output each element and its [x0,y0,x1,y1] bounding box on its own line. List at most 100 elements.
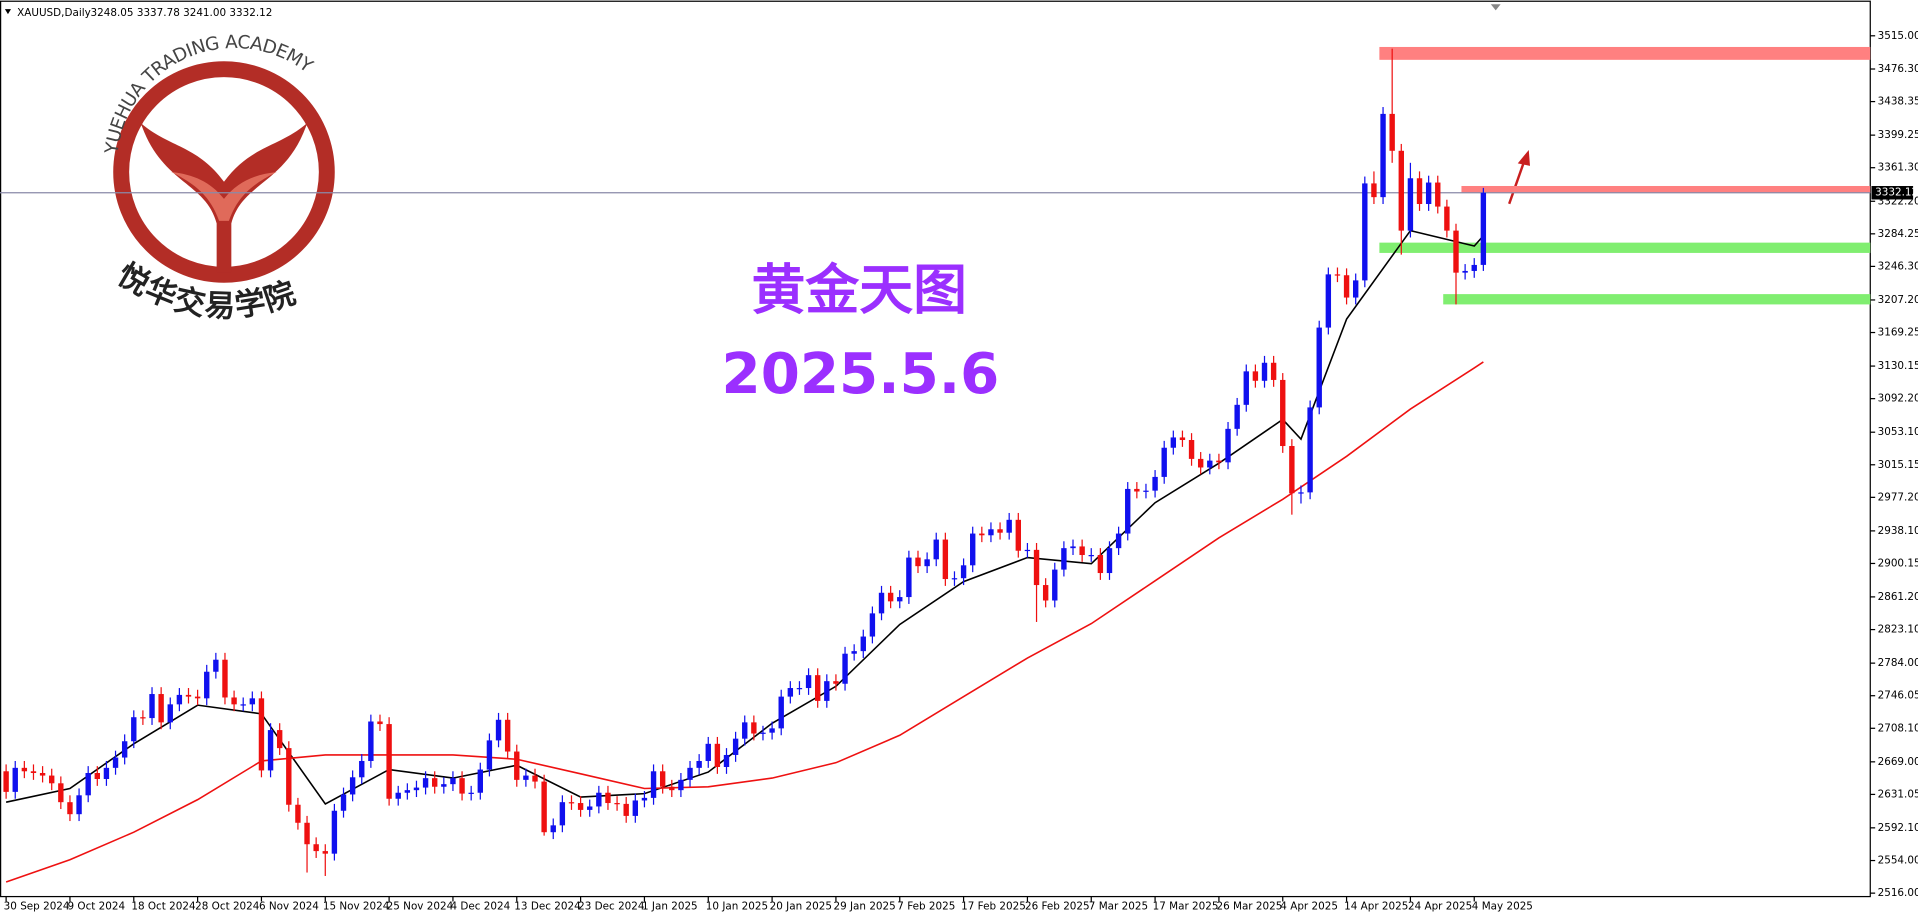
candle-body [997,529,1003,533]
candle-body [1106,548,1113,574]
x-tick-label: 28 Oct 2024 [195,900,260,912]
candle-body [231,697,237,705]
candle-body [441,784,447,787]
candle-body [851,651,857,654]
candle-body [1188,440,1195,459]
candle-body [1371,183,1377,198]
candle-body [1298,492,1304,494]
candle-body [1362,183,1368,281]
candle-body [577,803,584,810]
candle-body [1015,519,1021,551]
y-tick-label: 3130.15 [1878,360,1918,372]
candle-body [1353,280,1359,298]
logo-ring [113,61,335,283]
y-tick-label: 2861.20 [1878,591,1918,603]
candle-body [942,539,949,580]
candle-body [824,681,830,701]
chart-title: 黄金天图 [752,257,967,321]
x-tick-label: 29 Jan 2025 [833,900,895,912]
level-zone [1461,185,1871,193]
y-tick-label: 3399.25 [1878,129,1918,141]
candle-body [85,772,91,796]
header-icon [4,9,12,15]
candle-body [696,760,702,768]
y-tick-label: 3438.35 [1878,96,1918,108]
candle-body [1380,113,1386,198]
candle-body [450,778,456,785]
header: XAUUSD,Daily 3248.05 3337.78 3241.00 333… [4,7,272,19]
candle-body [960,565,967,579]
candle-body [623,803,629,816]
candle-body [979,533,985,536]
x-tick-label: 4 May 2025 [1472,900,1533,912]
candle-body [1343,275,1350,298]
candle-body [1061,548,1067,570]
candle-body [49,775,55,784]
candle-body [1170,437,1177,448]
candle-body [678,779,684,791]
candle-body [760,732,766,734]
x-tick-label: 9 Oct 2024 [68,900,126,912]
x-tick-label: 24 Apr 2025 [1408,900,1472,912]
candle-body [732,738,739,755]
candle-body [1134,488,1140,492]
x-tick-label: 20 Jan 2025 [770,900,832,912]
candle-body [477,769,483,793]
y-tick-label: 3361.30 [1878,162,1918,174]
x-tick-label: 14 Apr 2025 [1344,900,1408,912]
candle-body [650,771,657,798]
candle-body [532,775,538,782]
candle-body [1444,206,1450,231]
candle-body [1179,437,1186,441]
candle-body [1197,458,1204,468]
candle-body [1033,549,1040,586]
candle-body [422,778,429,788]
candle-body [12,767,18,792]
candle-body [869,613,876,637]
candle-body [514,751,520,780]
candle-body [39,772,46,776]
candle-body [149,694,155,719]
candle-body [970,533,976,566]
candle-body [486,740,493,770]
candle-body [778,696,784,729]
candle-body [951,578,958,580]
x-tick-label: 23 Dec 2024 [578,900,645,912]
candle-body [295,804,301,823]
candle-body [1407,178,1414,231]
candle-body [340,794,347,811]
candle-body [349,777,356,795]
x-tick-label: 15 Nov 2024 [323,900,390,912]
candle-body [1243,371,1249,405]
candle-body [1152,476,1158,491]
candle-body [614,803,620,805]
level-zone [1443,294,1871,305]
candle-body [121,741,128,758]
candle-body [58,783,64,803]
candle-body [1453,230,1459,273]
candle-body [723,754,730,767]
level-zone [1379,46,1871,60]
candle-body [906,557,912,598]
level-zone [1379,242,1871,253]
y-tick-label: 3169.25 [1878,327,1918,339]
candle-body [523,775,529,780]
candle-body [404,790,411,793]
candle-body [587,806,593,810]
candle-body [286,748,292,805]
candle-body [742,722,748,739]
x-tick-label: 26 Feb 2025 [1025,900,1090,912]
candle-body [1325,274,1332,328]
candle-body [1079,546,1085,556]
candle-body [1115,533,1122,549]
candle-body [386,724,392,799]
x-tick-label: 4 Dec 2024 [450,900,510,912]
logo-highlight [171,171,277,221]
candle-body [304,822,310,845]
candle-body [659,771,666,787]
candle-body [596,792,602,807]
y-tick-label: 2708.10 [1878,722,1918,734]
candle-body [3,771,9,792]
candle-body [322,851,328,854]
candle-body [103,767,110,780]
